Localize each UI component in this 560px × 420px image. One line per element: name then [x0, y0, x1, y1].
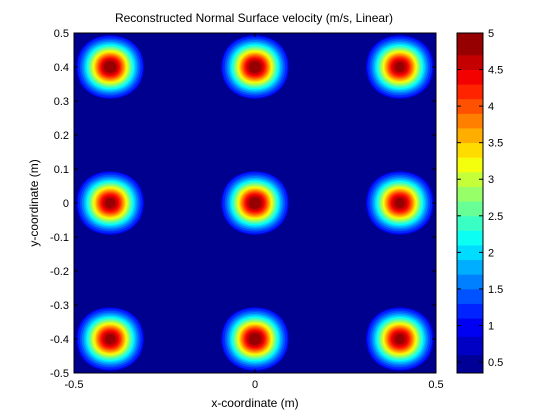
colorbar-tick-label: 4.5	[488, 65, 503, 77]
y-tick-label: -0.1	[50, 232, 69, 244]
colorbar-ticks: 5 4.5 4 3.5 3 2.5 2 1.5 1 0.5	[457, 28, 503, 369]
x-tick-label: -0.5	[65, 379, 84, 391]
y-tick-label: 0.1	[54, 164, 69, 176]
contour-band	[105, 198, 116, 208]
colorbar-tick-label: 1.5	[488, 284, 503, 296]
velocity-peak	[76, 35, 144, 99]
contour-band	[248, 197, 262, 209]
y-tick-label: -0.3	[50, 300, 69, 312]
colorbar-band	[457, 201, 483, 217]
colorbar-tick-label: 2.5	[488, 211, 503, 223]
colorbar-band	[457, 259, 483, 275]
colorbar-tick-label: 2	[488, 247, 494, 259]
colorbar-band	[457, 157, 483, 173]
x-tick-label: 0	[252, 379, 258, 391]
y-tick-label: 0.2	[54, 130, 69, 142]
contour-layer	[76, 35, 434, 371]
colorbar-band	[457, 336, 483, 356]
contour-band	[394, 62, 405, 72]
contour-band	[105, 334, 116, 344]
colorbar-band	[457, 186, 483, 202]
colorbar: 5 4.5 4 3.5 3 2.5 2 1.5 1 0.5	[456, 28, 503, 374]
colorbar-tick-label: 4	[488, 101, 494, 113]
colorbar-tick-label: 3	[488, 174, 494, 186]
colorbar-band	[457, 245, 483, 261]
colorbar-tick-label: 1	[488, 320, 494, 332]
colorbar-band	[457, 98, 483, 114]
velocity-peak	[221, 307, 289, 371]
colorbar-band	[457, 215, 483, 231]
plot-area	[73, 32, 437, 374]
colorbar-band	[457, 318, 483, 337]
y-axis-ticks: 0.5 0.4 0.3 0.2 0.1 0 -0.1 -0.2 -0.3 -0.4 -0.5	[50, 28, 436, 380]
colorbar-band	[457, 288, 483, 304]
colorbar-band	[457, 33, 483, 56]
colorbar-band	[457, 128, 483, 144]
colorbar-band	[457, 142, 483, 158]
velocity-peak	[76, 307, 144, 371]
velocity-peak	[366, 307, 434, 371]
x-axis-label: x-coordinate (m)	[211, 396, 298, 410]
colorbar-band	[457, 69, 483, 85]
colorbar-band	[457, 354, 483, 374]
velocity-peak	[366, 171, 434, 235]
velocity-peak	[221, 35, 289, 99]
colorbar-tick-label: 0.5	[488, 357, 503, 369]
y-tick-label: -0.4	[50, 334, 69, 346]
velocity-peak	[221, 171, 289, 235]
contour-band	[248, 333, 262, 345]
colorbar-tick-label: 5	[488, 28, 494, 40]
x-tick-label: 0.5	[428, 379, 443, 391]
velocity-peak	[76, 171, 144, 235]
y-tick-label: -0.2	[50, 266, 69, 278]
colorbar-band	[457, 54, 483, 70]
y-tick-label: 0.3	[54, 96, 69, 108]
contour-band	[394, 334, 405, 344]
colorbar-band	[457, 303, 483, 319]
contour-band	[394, 198, 405, 208]
y-tick-label: 0	[63, 198, 69, 210]
colorbar-tick-label: 3.5	[488, 138, 503, 150]
y-tick-label: -0.5	[50, 368, 69, 380]
colorbar-bands	[457, 33, 483, 374]
chart-title: Reconstructed Normal Surface velocity (m…	[115, 11, 393, 25]
colorbar-frame	[456, 32, 484, 374]
colorbar-band	[457, 84, 483, 100]
y-tick-label: 0.5	[54, 28, 69, 40]
x-axis-ticks: -0.5 0 0.5	[65, 33, 444, 391]
contour-band	[104, 61, 117, 73]
y-tick-label: 0.4	[54, 62, 69, 74]
colorbar-band	[457, 113, 483, 129]
colorbar-band	[457, 171, 483, 187]
velocity-peak	[366, 35, 434, 99]
y-axis-label: y-coordinate (m)	[27, 159, 41, 246]
colorbar-band	[457, 274, 483, 290]
contour-band	[248, 61, 262, 73]
colorbar-band	[457, 230, 483, 246]
